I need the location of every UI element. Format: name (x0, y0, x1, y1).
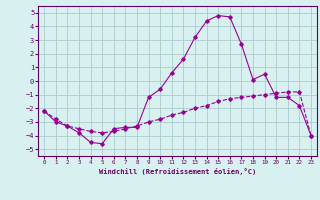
X-axis label: Windchill (Refroidissement éolien,°C): Windchill (Refroidissement éolien,°C) (99, 168, 256, 175)
